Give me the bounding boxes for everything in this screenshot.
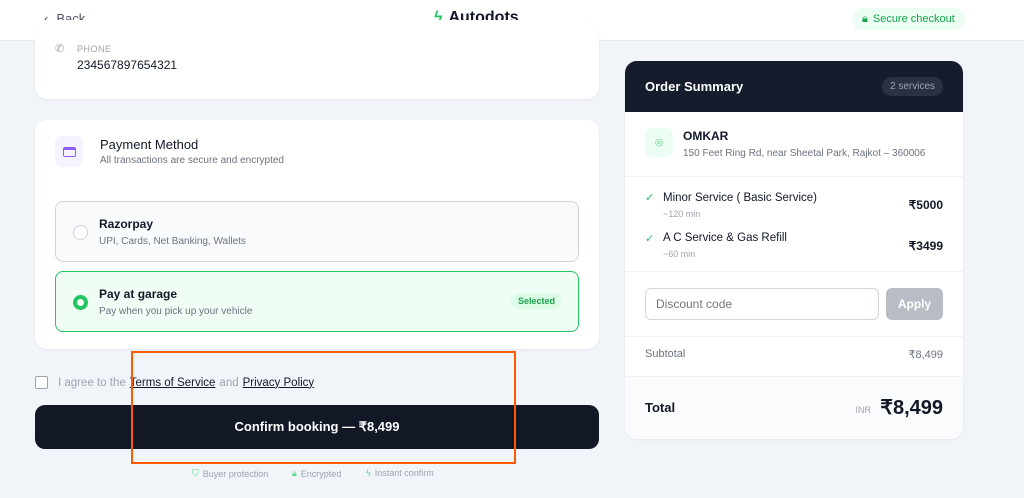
- bolt-icon: ϟ: [434, 9, 443, 26]
- secure-checkout-badge: 🔒︎ Secure checkout: [852, 8, 965, 30]
- phone-label: PHONE: [77, 44, 112, 54]
- service-count-badge: 2 services: [881, 77, 943, 96]
- card-icon: [55, 136, 83, 167]
- phone-value: 234567897654321: [77, 58, 178, 72]
- check-icon: ✓: [645, 233, 655, 245]
- total-value: ₹8,499: [880, 397, 943, 419]
- order-summary-header: Order Summary 2 services: [625, 61, 963, 112]
- terms-link[interactable]: Terms of Service: [129, 376, 216, 389]
- trust-buyer-protection: ⛉ Buyer protection: [192, 468, 269, 479]
- agree-row: I agree to the Terms of Service and Priv…: [35, 376, 314, 389]
- lock-icon: 🔒︎: [862, 12, 868, 25]
- bolt-icon: ϟ: [366, 468, 371, 478]
- option-razorpay[interactable]: Razorpay UPI, Cards, Net Banking, Wallet…: [55, 201, 579, 262]
- contact-card: ✆ PHONE 234567897654321: [35, 20, 599, 99]
- lock-icon: 🔒︎: [292, 468, 297, 478]
- selected-badge: Selected: [510, 293, 562, 309]
- trust-instant-confirm: ϟ Instant confirm: [366, 468, 434, 478]
- location-icon: ⌾: [645, 128, 673, 157]
- payment-method-card: Payment Method All transactions are secu…: [35, 120, 599, 349]
- subtotal-value: ₹8,499: [908, 349, 943, 361]
- annotation-highlight-box: [131, 351, 516, 464]
- shield-icon: ⛉: [192, 468, 199, 478]
- garage-address: 150 Feet Ring Rd, near Sheetal Park, Raj…: [683, 148, 926, 159]
- garage-name: OMKAR: [683, 129, 729, 143]
- phone-icon: ✆: [55, 43, 65, 55]
- apply-button[interactable]: Apply: [886, 288, 943, 320]
- chevron-left-icon: ‹: [44, 11, 49, 26]
- trust-encrypted: 🔒︎ Encrypted: [292, 468, 342, 479]
- payment-subtitle: All transactions are secure and encrypte…: [100, 155, 284, 166]
- radio-pay-at-garage[interactable]: [73, 295, 88, 310]
- privacy-link[interactable]: Privacy Policy: [242, 376, 315, 389]
- discount-code-input[interactable]: [645, 288, 879, 320]
- check-icon: ✓: [645, 192, 655, 204]
- order-summary: Order Summary 2 services ⌾ OMKAR 150 Fee…: [625, 61, 963, 439]
- agree-checkbox[interactable]: [35, 376, 48, 389]
- option-pay-at-garage[interactable]: Pay at garage Pay when you pick up your …: [55, 271, 579, 332]
- radio-razorpay[interactable]: [73, 225, 88, 240]
- confirm-booking-button[interactable]: Confirm booking — ₹8,499: [35, 405, 599, 449]
- payment-title: Payment Method: [100, 137, 199, 152]
